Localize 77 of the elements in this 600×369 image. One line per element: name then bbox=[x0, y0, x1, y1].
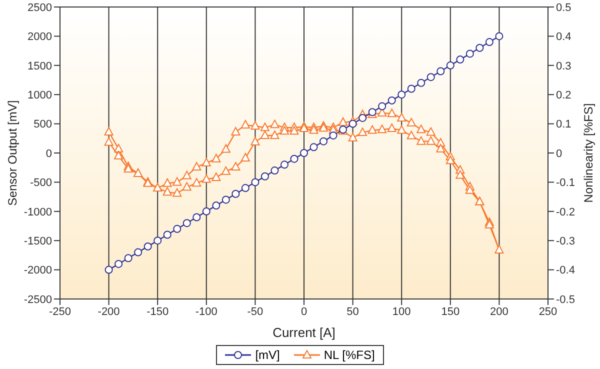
x-tick-label: -50 bbox=[247, 306, 264, 318]
point bbox=[144, 242, 152, 250]
point bbox=[222, 196, 230, 204]
y2-tick-label: 0.1 bbox=[556, 118, 572, 131]
legend-label: [mV] bbox=[255, 348, 280, 362]
y-tick-label: -2500 bbox=[24, 294, 52, 306]
point bbox=[320, 137, 328, 146]
point bbox=[280, 160, 288, 169]
x-tick-label: 50 bbox=[346, 306, 359, 318]
point bbox=[124, 254, 132, 262]
y-tick-label: -1500 bbox=[24, 236, 52, 248]
point bbox=[232, 190, 240, 198]
point bbox=[426, 73, 435, 82]
y2-tick-label: -0.1 bbox=[556, 177, 575, 190]
y2-axis-title: Nonlinearity [%FS] bbox=[581, 103, 596, 203]
y-tick-label: 1500 bbox=[28, 60, 52, 72]
y-tick-label: 2500 bbox=[28, 2, 52, 14]
point bbox=[407, 84, 416, 93]
point bbox=[202, 207, 210, 216]
y2-tick-label: -0.4 bbox=[556, 264, 575, 277]
x-tick-label: 100 bbox=[392, 306, 411, 318]
point bbox=[388, 96, 396, 104]
point bbox=[378, 102, 386, 110]
point bbox=[456, 56, 464, 64]
point bbox=[485, 38, 494, 46]
point bbox=[270, 166, 279, 175]
point bbox=[251, 178, 260, 186]
y2-tick-label: -0.2 bbox=[556, 206, 575, 218]
point bbox=[436, 67, 445, 76]
x-tick-label: -250 bbox=[48, 306, 72, 318]
point bbox=[212, 202, 220, 210]
x-tick-label: 200 bbox=[490, 306, 508, 318]
point bbox=[290, 154, 298, 163]
point bbox=[495, 32, 504, 40]
point bbox=[329, 131, 338, 140]
point bbox=[398, 90, 406, 99]
x-tick-label: 0 bbox=[300, 306, 308, 318]
y-tick-label: 2000 bbox=[28, 31, 52, 44]
point bbox=[260, 172, 269, 180]
y2-tick-label: 0 bbox=[556, 148, 562, 160]
y-tick-label: 0 bbox=[46, 148, 52, 160]
y2-tick-label: -0.3 bbox=[556, 236, 575, 248]
y-tick-label: -1000 bbox=[24, 206, 52, 218]
point bbox=[446, 61, 454, 70]
x-tick-label: 250 bbox=[538, 306, 558, 318]
y2-tick-label: 0.2 bbox=[556, 90, 572, 102]
y2-tick-label: 0.3 bbox=[556, 60, 572, 72]
point bbox=[310, 143, 318, 152]
point bbox=[476, 44, 484, 52]
legend-label: NL [%FS] bbox=[324, 348, 375, 362]
y-tick-label: -500 bbox=[30, 177, 52, 190]
y-tick-label: 500 bbox=[34, 118, 52, 131]
point bbox=[173, 224, 182, 233]
point bbox=[417, 78, 426, 87]
y-tick-label: -2000 bbox=[24, 264, 52, 277]
point bbox=[154, 236, 162, 245]
point bbox=[466, 50, 474, 58]
point bbox=[192, 213, 201, 222]
point bbox=[358, 114, 367, 122]
x-tick-label: -100 bbox=[195, 306, 218, 318]
point bbox=[300, 149, 308, 157]
point bbox=[134, 248, 142, 256]
y-axis-title: Sensor Output [mV] bbox=[5, 100, 20, 206]
point bbox=[241, 184, 250, 192]
x-tick-label: -150 bbox=[146, 306, 169, 318]
x-axis-title: Current [A] bbox=[272, 325, 336, 340]
point bbox=[163, 230, 172, 239]
point bbox=[104, 266, 113, 274]
x-tick-label: -200 bbox=[98, 306, 120, 318]
y2-tick-label: 0.5 bbox=[556, 2, 572, 14]
y2-tick-label: 0.4 bbox=[556, 31, 572, 44]
point bbox=[348, 120, 357, 128]
x-tick-label: 150 bbox=[441, 306, 460, 318]
point bbox=[182, 219, 191, 228]
point bbox=[114, 260, 123, 268]
y2-tick-label: -0.5 bbox=[556, 294, 575, 306]
y-tick-label: 1000 bbox=[28, 90, 52, 102]
